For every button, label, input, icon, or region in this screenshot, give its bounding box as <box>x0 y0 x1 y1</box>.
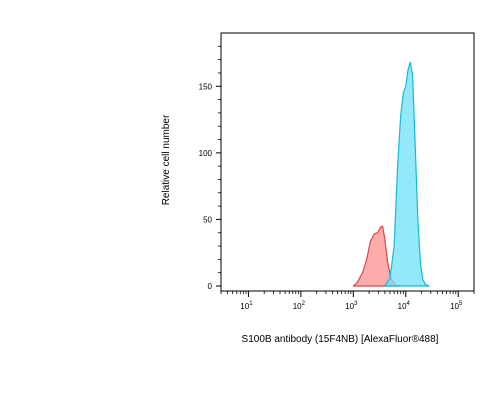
plot-frame <box>220 32 475 292</box>
y-axis: 0 50 100 150 <box>199 45 221 291</box>
y-tick-label: 50 <box>203 215 212 224</box>
x-tick-label: 102 <box>293 301 306 311</box>
y-tick-label: 150 <box>199 82 213 91</box>
y-tick-label: 100 <box>199 149 213 158</box>
x-tick-label: 101 <box>240 301 253 311</box>
x-tick-label: 104 <box>398 301 411 311</box>
x-tick-label: 105 <box>450 301 463 311</box>
x-axis-label: S100B antibody (15F4NB) [AlexaFluor®488] <box>242 334 439 345</box>
plot-area <box>352 61 430 287</box>
y-tick-label: 0 <box>208 282 213 291</box>
x-axis: 101 102 103 104 105 <box>220 291 475 311</box>
histogram-series-2 <box>384 61 430 287</box>
y-axis-label: Relative cell number <box>161 114 172 205</box>
x-tick-label: 103 <box>345 301 358 311</box>
